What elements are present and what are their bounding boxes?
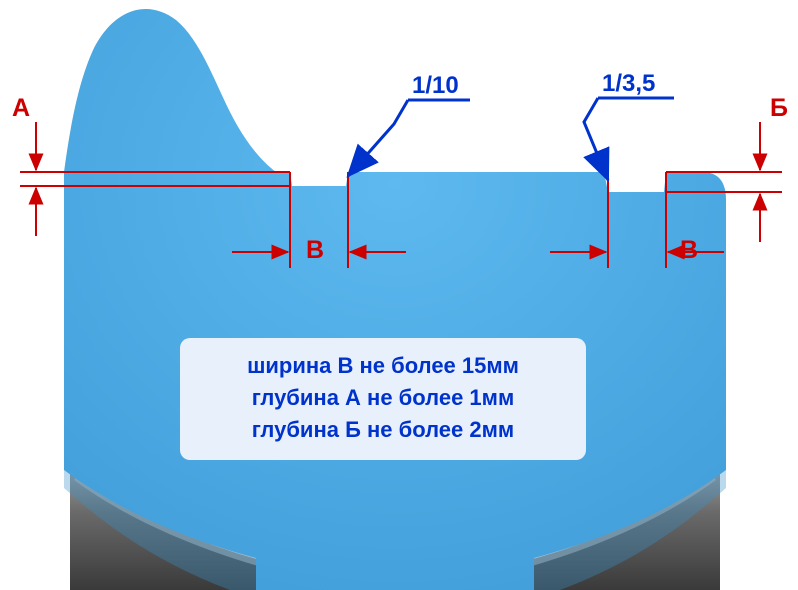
label-A: А	[12, 94, 30, 123]
callout-ratio1	[348, 100, 470, 176]
note-box: ширина В не более 15мм глубина А не боле…	[180, 338, 586, 460]
note-line-depth-B: глубина Б не более 2мм	[194, 414, 572, 446]
label-V-left: В	[306, 236, 324, 265]
note-line-depth-A: глубина А не более 1мм	[194, 382, 572, 414]
ratio-label-1: 1/10	[412, 72, 459, 100]
note-line-width-B: ширина В не более 15мм	[194, 350, 572, 382]
profile-diagram	[0, 0, 798, 590]
label-B: Б	[770, 94, 788, 123]
label-V-right: В	[680, 236, 698, 265]
ratio-label-2: 1/3,5	[602, 70, 655, 98]
callout-ratio2	[584, 98, 674, 180]
